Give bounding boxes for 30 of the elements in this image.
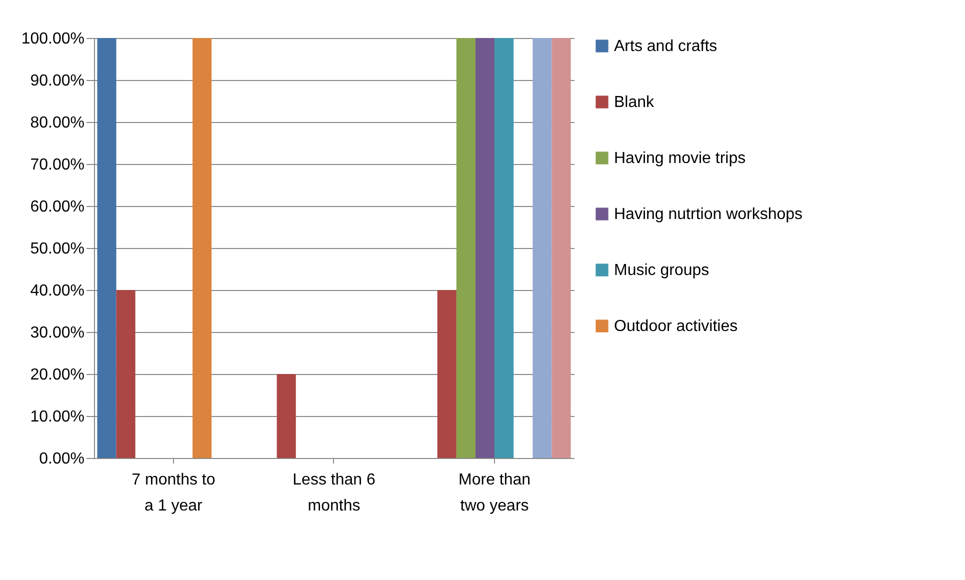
legend-label: Music groups	[614, 262, 710, 279]
legend-label: Blank	[614, 94, 656, 111]
legend-label: Having nutrtion workshops	[614, 206, 803, 223]
y-tick-label: 50.00%	[30, 240, 84, 258]
x-tick-label: Less than 6 months	[292, 472, 376, 514]
bar	[116, 290, 136, 458]
y-tick-label: 70.00%	[30, 156, 84, 174]
y-tick-label: 60.00%	[30, 198, 84, 216]
bar	[276, 374, 296, 458]
bar	[552, 38, 571, 458]
bar	[437, 290, 456, 458]
y-tick-label: 80.00%	[30, 114, 84, 132]
legend-label: Having movie trips	[614, 150, 746, 167]
bar	[494, 38, 514, 458]
bar	[192, 38, 212, 458]
bar	[532, 38, 552, 458]
bar	[97, 38, 116, 458]
y-tick-label: 20.00%	[30, 366, 84, 384]
bar	[456, 38, 476, 458]
legend-label: Outdoor activities	[614, 318, 738, 335]
bar	[475, 38, 495, 458]
x-tick-label: 7 months to a 1 year	[132, 472, 216, 514]
y-tick-label: 30.00%	[30, 324, 84, 342]
y-tick-label: 10.00%	[30, 408, 84, 426]
legend-label: Arts and crafts	[614, 38, 718, 55]
x-tick-label: More than two years	[458, 472, 531, 514]
y-tick-label: 90.00%	[30, 72, 84, 90]
y-tick-label: 40.00%	[30, 282, 84, 300]
y-tick-label: 100.00%	[21, 30, 84, 48]
y-tick-label: 0.00%	[39, 450, 84, 468]
